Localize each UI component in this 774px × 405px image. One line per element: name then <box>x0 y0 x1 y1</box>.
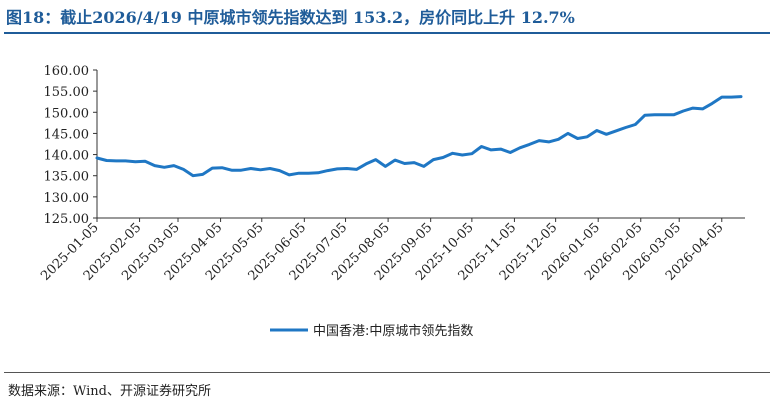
y-tick-label: 130.00 <box>44 191 90 206</box>
y-tick-label: 145.00 <box>44 127 90 142</box>
y-tick-label: 150.00 <box>44 106 90 121</box>
series-layer <box>95 95 743 178</box>
legend-label: 中国香港:中原城市领先指数 <box>313 323 473 339</box>
y-tick-label: 155.00 <box>44 85 90 100</box>
x-axis: 2025-01-052025-02-052025-03-052025-04-05… <box>38 217 745 284</box>
legend: 中国香港:中原城市领先指数 <box>270 323 473 339</box>
page-title: 图18：截止2026/4/19 中原城市领先指数达到 153.2，房价同比上升 … <box>6 8 575 27</box>
series-line <box>95 95 743 178</box>
y-tick-label: 160.00 <box>44 64 90 79</box>
y-tick-label: 125.00 <box>44 212 90 227</box>
y-tick-label: 135.00 <box>44 170 90 185</box>
title-divider <box>4 32 770 34</box>
y-axis: 125.00 130.00 135.00 140.00 145.00 150.00 155.… <box>44 64 98 227</box>
source-note: 数据来源：Wind、开源证券研究所 <box>8 384 211 399</box>
footer-divider <box>4 372 770 373</box>
y-tick-label: 140.00 <box>44 149 90 164</box>
